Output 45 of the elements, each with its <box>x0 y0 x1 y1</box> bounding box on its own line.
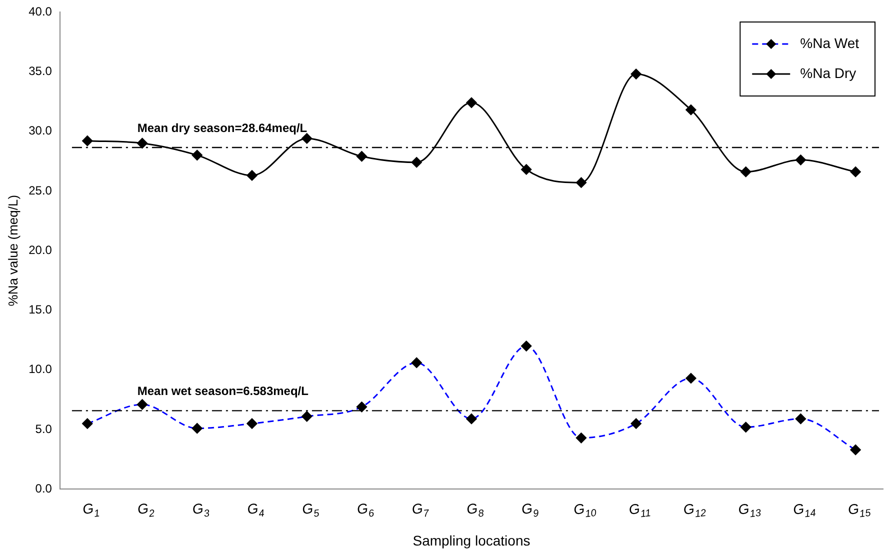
x-tick-label: G15 <box>847 500 872 520</box>
y-tick-label: 25.0 <box>28 183 52 198</box>
x-tick-label: G12 <box>682 500 708 520</box>
point <box>850 166 861 178</box>
y-tick-label: 15.0 <box>28 302 52 317</box>
legend-label: %Na Wet <box>800 34 860 51</box>
point <box>521 164 532 175</box>
point <box>411 157 422 168</box>
x-tick-label: G2 <box>136 500 156 520</box>
point <box>576 177 586 188</box>
point <box>246 170 258 181</box>
point <box>630 68 642 80</box>
x-tick-label: G11 <box>628 500 652 520</box>
x-tick-label: G8 <box>466 500 485 520</box>
y-tick-label: 10.0 <box>28 362 52 376</box>
x-tick-label: G9 <box>520 500 540 520</box>
point <box>686 104 696 116</box>
ref-line-label: Mean wet season=6.583meq/L <box>137 384 308 398</box>
x-tick-label: G10 <box>572 500 598 520</box>
point <box>795 154 806 166</box>
y-tick-label: 20.0 <box>28 242 52 257</box>
point <box>740 166 752 178</box>
point <box>466 97 477 108</box>
x-tick-label: G14 <box>792 500 817 520</box>
x-tick-label: G13 <box>737 500 762 520</box>
x-tick-label: G7 <box>410 500 430 520</box>
y-tick-label: 5.0 <box>35 422 52 436</box>
x-tick-label: G3 <box>191 500 211 520</box>
legend-label: %Na Dry <box>800 64 856 81</box>
x-axis-title: Sampling locations <box>412 532 530 548</box>
y-tick-label: 0.0 <box>35 482 52 496</box>
ref-line-label: Mean dry season=28.64meq/L <box>137 120 308 135</box>
point <box>82 136 93 146</box>
point <box>302 133 312 144</box>
y-tick-label: 30.0 <box>28 124 52 138</box>
x-tick-label: G1 <box>82 500 100 520</box>
y-tick-label: 40.0 <box>28 4 52 18</box>
point <box>192 150 202 160</box>
y-tick-label: 35.0 <box>28 64 52 78</box>
x-tick-label: G4 <box>246 500 266 520</box>
point <box>137 138 148 148</box>
x-tick-label: G6 <box>356 500 376 520</box>
point <box>356 151 367 162</box>
x-tick-label: G5 <box>301 500 320 520</box>
y-axis-title: %Na value (meq/L) <box>5 194 20 306</box>
